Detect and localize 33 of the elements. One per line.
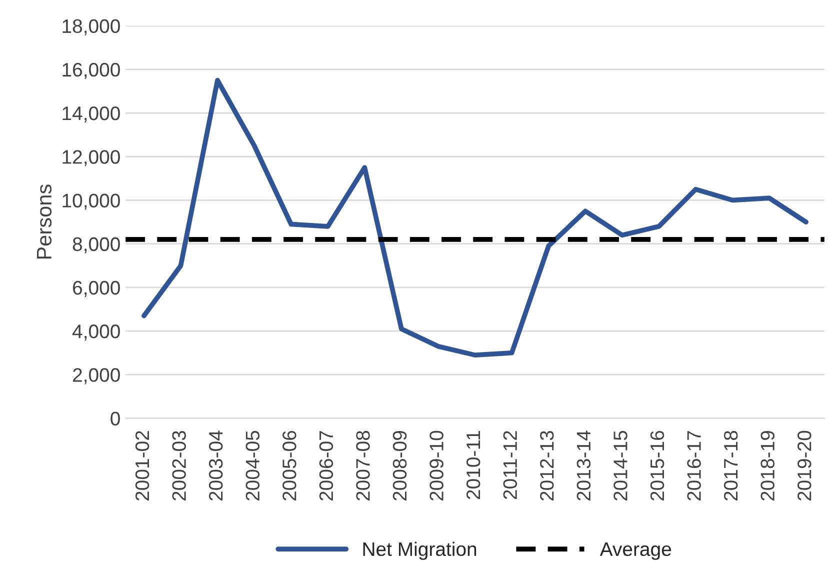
x-tick-label: 2018-19 (760, 431, 774, 500)
y-tick-label: 2,000 (73, 368, 120, 384)
x-tick-label: 2001-02 (135, 431, 150, 500)
y-tick-label: 18,000 (62, 19, 120, 36)
x-tick-label: 2008-09 (392, 431, 407, 500)
x-tick-label: 2014-15 (614, 430, 628, 500)
legend-label: Average (600, 542, 672, 560)
y-tick-label: 0 (110, 412, 120, 426)
x-tick-label: 2006-07 (319, 431, 334, 500)
x-tick-label: 2007-08 (356, 430, 370, 500)
x-tick-label: 2005-06 (282, 430, 296, 500)
x-tick-label: 2004-05 (246, 430, 260, 500)
y-tick-label: 14,000 (62, 106, 120, 123)
y-tick-label: 10,000 (62, 194, 120, 210)
x-tick-label: 2010-11 (466, 431, 480, 500)
x-tick-label: 2009-10 (430, 430, 444, 500)
legend-label: Net Migration (363, 542, 476, 560)
y-tick-label: 6,000 (73, 280, 120, 297)
y-tick-label: 16,000 (62, 62, 120, 79)
x-tick-label: 2015-16 (650, 430, 664, 500)
x-tick-label: 2002-03 (172, 430, 186, 500)
x-tick-label: 2013-14 (576, 430, 591, 500)
y-tick-label: 8,000 (72, 237, 120, 254)
x-tick-label: 2011-12 (503, 431, 517, 500)
x-tick-label: 2017-18 (724, 430, 738, 500)
line-series (142, 78, 808, 358)
y-tick-label: 4,000 (72, 324, 120, 341)
x-tick-label: 2012-13 (540, 430, 554, 500)
x-tick-label: 2016-17 (687, 431, 701, 500)
x-tick-label: 2003-04 (208, 430, 223, 500)
y-axis-title: Persons (37, 184, 52, 259)
x-tick-label: 2019-20 (798, 430, 812, 500)
y-tick-label: 12,000 (62, 150, 120, 166)
